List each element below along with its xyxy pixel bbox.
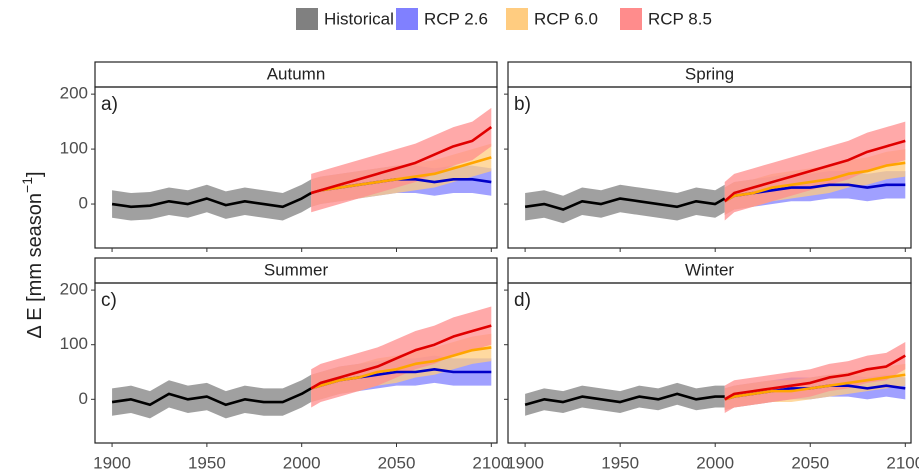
series-line <box>310 126 493 195</box>
y-axis-label-end: ] <box>24 171 46 177</box>
series-line <box>111 191 312 209</box>
ribbon <box>311 107 492 213</box>
plot-area <box>111 306 492 419</box>
ribbon <box>724 121 906 221</box>
x-tick-label: 1900 <box>506 453 544 472</box>
panel-border <box>507 86 912 249</box>
y-tick-label: 100 <box>60 139 88 158</box>
x-tick-label: 2000 <box>696 453 734 472</box>
panel-border <box>94 282 498 444</box>
y-tick-label: 100 <box>60 334 88 353</box>
y-axis-label-main: Δ E [mm season <box>24 193 46 339</box>
ribbon <box>724 341 906 413</box>
x-tick-label: 2050 <box>791 453 829 472</box>
strip-title: Summer <box>264 260 329 279</box>
series-line <box>724 354 906 401</box>
legend-swatch <box>506 8 528 30</box>
series-line <box>724 373 906 401</box>
x-tick-label: 1950 <box>601 453 639 472</box>
x-tick-label: 2050 <box>378 453 416 472</box>
x-tick-label: 2000 <box>283 453 321 472</box>
series-line <box>723 139 906 203</box>
panel-label: b) <box>514 94 531 115</box>
strip-title: Winter <box>685 260 734 279</box>
panel-label: c) <box>101 290 117 311</box>
plot-area <box>524 341 906 416</box>
panel-border <box>94 86 498 249</box>
strip <box>507 257 912 284</box>
y-tick-label: 0 <box>79 389 88 408</box>
series-line <box>310 346 492 390</box>
strip <box>94 61 498 88</box>
series-line <box>310 324 492 390</box>
legend-swatch <box>296 8 318 30</box>
ribbon <box>525 184 725 224</box>
panel-border <box>507 282 912 444</box>
x-tick-label: 1900 <box>93 453 131 472</box>
panel-label: d) <box>514 290 531 311</box>
plot-area <box>524 121 906 224</box>
strip-title: Autumn <box>267 64 326 83</box>
ribbon <box>112 374 312 419</box>
series-line <box>524 197 726 211</box>
ribbon <box>525 382 725 416</box>
legend-label: Historical <box>324 9 394 28</box>
y-tick-label: 200 <box>60 84 88 103</box>
strip <box>507 61 912 88</box>
series-line <box>524 392 725 407</box>
series-line <box>310 156 492 195</box>
legend-swatch <box>620 8 642 30</box>
legend-label: RCP 2.6 <box>424 9 488 28</box>
x-tick-label: 1950 <box>188 453 226 472</box>
legend-label: RCP 6.0 <box>534 9 598 28</box>
plot-area <box>111 107 493 221</box>
y-tick-label: 0 <box>79 194 88 213</box>
panel-label: a) <box>101 94 118 115</box>
legend-swatch <box>396 8 418 30</box>
legend-label: RCP 8.5 <box>648 9 712 28</box>
y-axis-label: Δ E [mm season−1] <box>19 171 47 338</box>
series-line <box>111 387 312 407</box>
y-axis-label-sup: −1 <box>19 177 35 193</box>
x-tick-label: 2100 <box>886 453 919 472</box>
strip-title: Spring <box>685 64 734 83</box>
x-tick-label: 2100 <box>472 453 510 472</box>
y-tick-label: 200 <box>60 280 88 299</box>
series-line <box>724 161 906 203</box>
